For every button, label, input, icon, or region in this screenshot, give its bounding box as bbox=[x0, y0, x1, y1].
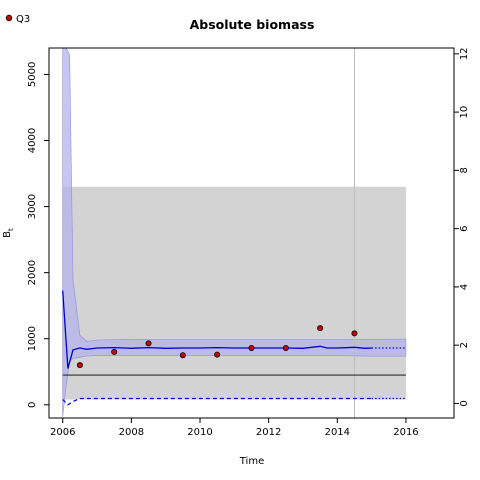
index-point bbox=[248, 344, 255, 351]
index-point bbox=[351, 330, 358, 337]
y2-tick-label: 0 bbox=[459, 400, 470, 406]
y-tick-label: 1000 bbox=[27, 326, 38, 351]
legend-marker-q3 bbox=[5, 14, 13, 22]
biomass-estimate-line bbox=[62, 290, 372, 369]
x-tick-label: 2010 bbox=[187, 427, 212, 438]
index-point bbox=[179, 352, 186, 359]
x-tick-label: 2016 bbox=[393, 427, 418, 438]
y2-tick-label: 12 bbox=[459, 47, 470, 60]
index-point bbox=[214, 351, 221, 358]
axes: 2006 2008 2010 2012 2014 20160100020003000400… bbox=[27, 47, 470, 438]
index-point bbox=[76, 362, 83, 369]
confidence-band bbox=[62, 48, 407, 417]
x-tick-label: 2006 bbox=[50, 427, 75, 438]
chart-title: Absolute biomass bbox=[190, 17, 315, 32]
y-tick-label: 5000 bbox=[27, 62, 38, 87]
x-tick-label: 2014 bbox=[325, 427, 350, 438]
y-tick-label: 0 bbox=[27, 402, 38, 408]
y-tick-label: 2000 bbox=[27, 260, 38, 285]
y2-tick-label: 8 bbox=[459, 167, 470, 173]
index-point bbox=[317, 325, 324, 332]
y2-tick-label: 10 bbox=[459, 106, 470, 119]
shaded-region bbox=[62, 186, 406, 400]
index-point bbox=[145, 340, 152, 347]
x-axis-label: Time bbox=[239, 456, 264, 467]
legend: Q3 bbox=[5, 14, 30, 25]
y-tick-label: 4000 bbox=[27, 128, 38, 153]
y2-tick-label: 6 bbox=[459, 225, 470, 231]
y2-tick-label: 4 bbox=[459, 284, 470, 290]
legend-label-q3: Q3 bbox=[16, 14, 30, 25]
y-axis-label: Bt bbox=[2, 228, 15, 238]
index-point bbox=[111, 348, 118, 355]
x-tick-label: 2008 bbox=[119, 427, 144, 438]
y2-tick-label: 2 bbox=[459, 342, 470, 348]
y-tick-label: 3000 bbox=[27, 194, 38, 219]
index-point bbox=[282, 344, 289, 351]
plot-area bbox=[62, 48, 407, 418]
x-tick-label: 2012 bbox=[256, 427, 281, 438]
plot-frame bbox=[48, 47, 455, 419]
